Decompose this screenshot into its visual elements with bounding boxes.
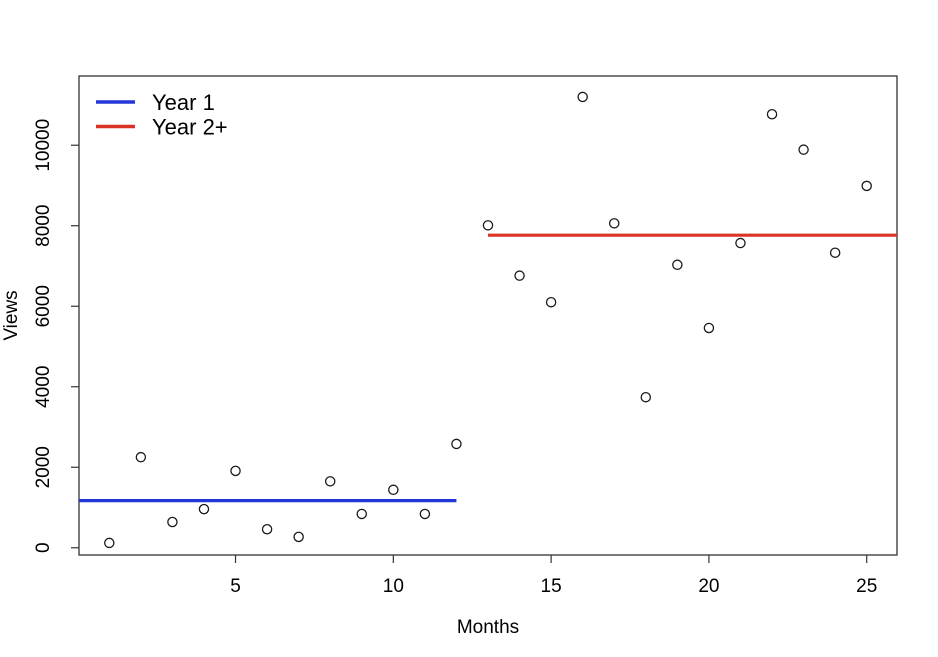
data-point [514,270,525,281]
data-point [798,144,809,155]
legend-label: Year 2+ [152,115,228,140]
data-point [640,391,652,403]
data-point [261,523,273,535]
y-tick-label: 2000 [33,446,54,488]
data-point [230,465,241,477]
y-tick-label: 6000 [33,285,54,327]
data-point [861,180,872,192]
y-tick-label: 10000 [33,119,54,172]
data-point [608,218,620,229]
x-axis-title: Months [457,617,519,638]
x-tick-label: 20 [698,576,719,597]
data-point [104,537,115,549]
data-point [356,508,368,520]
data-point [545,296,557,308]
data-point [829,247,841,258]
x-tick-label: 15 [541,576,562,597]
data-point [735,237,746,249]
y-axis-title: Views [1,290,22,340]
y-tick-label: 8000 [33,205,54,247]
data-point [324,476,336,487]
legend-label: Year 1 [152,90,215,115]
data-point [577,91,588,103]
data-point [293,531,304,543]
plot-box [78,75,898,556]
x-tick-label: 10 [383,576,404,597]
data-point [451,438,462,450]
x-tick-label: 25 [856,576,877,597]
data-point [198,503,210,515]
data-point [766,108,778,120]
y-tick-label: 0 [33,542,54,553]
data-point [167,516,178,528]
data-point [703,322,715,334]
data-point [135,451,147,463]
y-tick-label: 4000 [33,366,54,408]
data-point [672,259,683,271]
data-point [419,508,431,520]
data-point [388,484,399,496]
data-point [482,220,494,231]
x-tick-label: 5 [230,576,241,597]
